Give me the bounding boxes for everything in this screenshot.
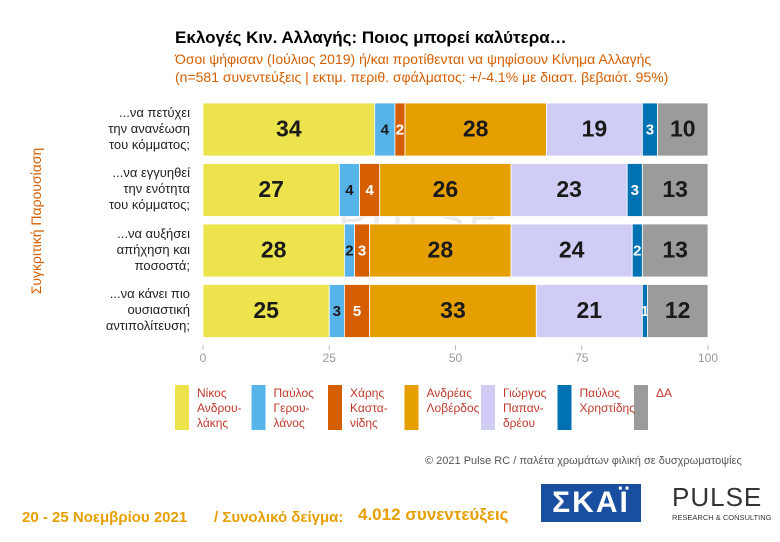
- x-tick-label: 75: [575, 351, 589, 365]
- footer-dates: 20 - 25 Νοεμβρίου 2021: [22, 509, 188, 526]
- bar-segment: [202, 102, 376, 157]
- value-label: 3: [646, 121, 654, 138]
- legend-label: Χάρης Καστα- νίδης: [350, 386, 388, 430]
- value-label: 28: [463, 116, 489, 142]
- bar-segment: [641, 163, 709, 217]
- value-label: 3: [631, 182, 639, 199]
- credit: © 2021 Pulse RC / παλέτα χρωμάτων φιλική…: [425, 455, 742, 467]
- legend-swatch: [557, 385, 572, 430]
- value-label: 4: [381, 121, 390, 138]
- value-label: 13: [662, 176, 688, 202]
- legend-label: Νίκος Ανδρου- λάκης: [197, 386, 242, 430]
- legend-label: ΔΑ: [656, 386, 673, 400]
- bar-segment: [404, 102, 547, 157]
- value-label: 4: [365, 182, 374, 199]
- x-tick-label: 50: [449, 351, 463, 365]
- value-label: 19: [582, 116, 608, 142]
- bar-segment: [535, 284, 643, 338]
- chart-title: Εκλογές Κιν. Αλλαγής: Ποιος μπορεί καλύτ…: [175, 28, 567, 47]
- value-label: 27: [258, 176, 284, 202]
- value-label: 13: [662, 237, 688, 263]
- value-label: 24: [559, 237, 585, 263]
- bar-segment: [510, 223, 633, 278]
- legend-label: Ανδρέας Λοβέρδος: [426, 386, 480, 415]
- legend-swatch: [175, 385, 189, 430]
- bar-segment: [657, 102, 709, 157]
- footer-sample-label: / Συνολικό δείγμα:: [214, 509, 344, 526]
- value-label: 28: [261, 237, 287, 263]
- legend-swatch: [481, 385, 495, 430]
- bar-segment: [379, 163, 512, 217]
- subtitle: (n=581 συνεντεύξεις | εκτιμ. περιθ. σφάλ…: [175, 69, 669, 85]
- value-label: 3: [358, 242, 366, 259]
- bar-segment: [641, 223, 709, 278]
- legend-label: Παύλος Χρηστίδης: [579, 386, 635, 415]
- value-label: 2: [633, 242, 641, 259]
- category-label: ...να αυξήσει απήχηση και ποσοστά;: [116, 225, 190, 273]
- x-tick-label: 0: [200, 351, 207, 365]
- legend-swatch: [634, 385, 648, 430]
- value-label: 3: [333, 303, 341, 320]
- value-label: 5: [353, 303, 361, 320]
- value-label: 12: [665, 297, 691, 323]
- value-label: 28: [428, 237, 454, 263]
- subtitle: Όσοι ψήφισαν (Ιούλιος 2019) ή/και προτίθ…: [175, 51, 652, 67]
- value-label: 23: [556, 176, 582, 202]
- value-label: 26: [433, 176, 459, 202]
- category-label: ...να εγγυηθεί την ενότητα του κόμματος;: [108, 165, 190, 212]
- bar-segment: [369, 284, 537, 338]
- pulse-logo-sub: RESEARCH & CONSULTING: [672, 513, 772, 522]
- bar-segment: [202, 284, 330, 338]
- bar-segment: [369, 223, 512, 278]
- category-label: ...να πετύχει την ανανέωση του κόμματος;: [108, 104, 190, 152]
- bar-segment: [202, 223, 345, 278]
- legend-label: Γιώργος Παπαν- δρέου: [503, 386, 547, 430]
- legend-swatch: [328, 385, 342, 430]
- value-label: 4: [345, 182, 354, 199]
- value-label: 10: [670, 116, 696, 142]
- bar-segment: [647, 284, 709, 338]
- legend-swatch: [251, 385, 266, 430]
- value-label: 25: [253, 297, 279, 323]
- bar-segment: [510, 163, 628, 217]
- x-tick-label: 100: [698, 351, 718, 365]
- skai-logo: ΣΚΑΪ: [541, 484, 641, 522]
- value-label: 21: [577, 297, 603, 323]
- legend-swatch: [404, 385, 419, 430]
- value-label: 33: [440, 297, 466, 323]
- value-label: 2: [396, 121, 404, 138]
- legend-label: Παύλος Γερου- λάνος: [273, 386, 314, 430]
- category-label: ...να κάνει πιο ουσιαστική αντιπολίτευση…: [105, 286, 190, 333]
- value-label: 1: [641, 303, 649, 320]
- pulse-logo: PULSE: [672, 482, 763, 512]
- x-tick-label: 25: [323, 351, 337, 365]
- bar-segment: [202, 163, 340, 217]
- footer-sample: 4.012 συνεντεύξεις: [358, 505, 509, 524]
- value-label: 34: [276, 116, 302, 142]
- value-label: 2: [345, 242, 353, 259]
